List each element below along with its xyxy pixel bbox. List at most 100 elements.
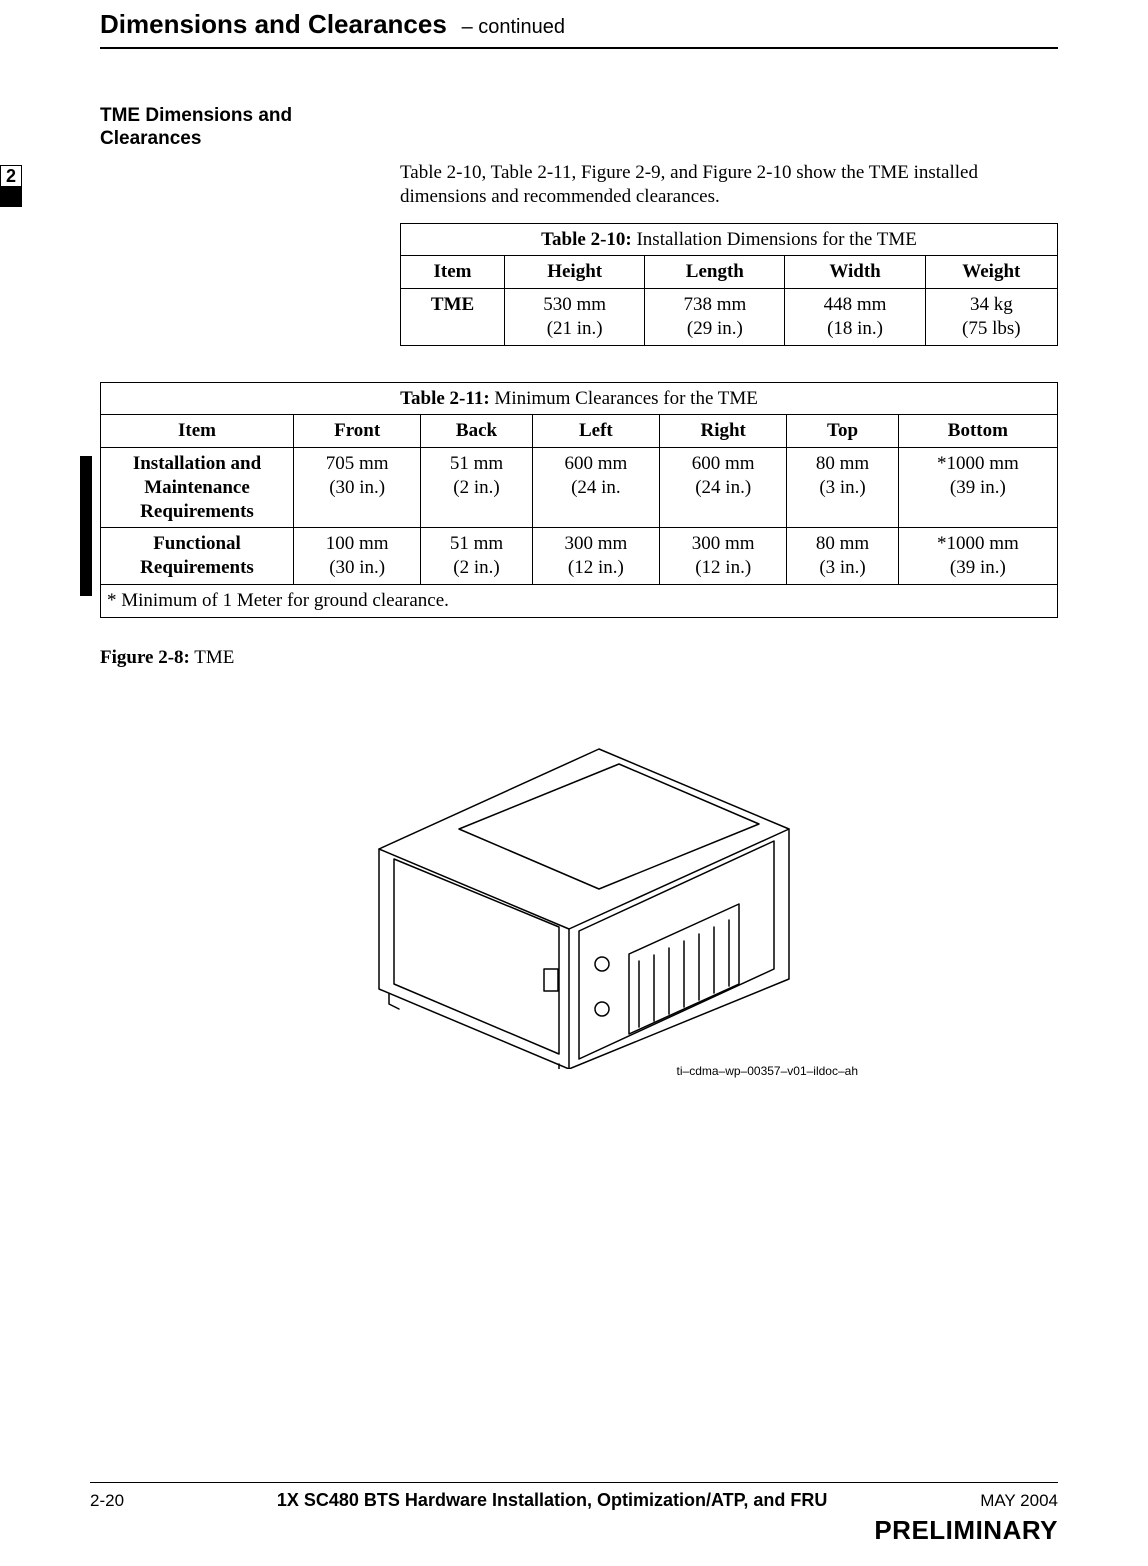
t211-r1-bottom: *1000 mm (39 in.) — [898, 528, 1057, 585]
cell-value: (39 in.) — [950, 557, 1006, 578]
t210-col-weight: Weight — [925, 256, 1057, 289]
t211-col-bottom: Bottom — [898, 415, 1057, 448]
table-2-10-title-bold: Table 2-10: — [541, 229, 632, 250]
figure-reference: ti–cdma–wp–00357–v01–ildoc–ah — [677, 1064, 858, 1079]
footer-doc-title: 1X SC480 BTS Hardware Installation, Opti… — [124, 1489, 980, 1512]
cell-value: Maintenance — [144, 477, 250, 498]
cell-value: Installation and — [133, 453, 261, 474]
cell-value: (39 in.) — [950, 477, 1006, 498]
table-2-11-container: Table 2-11: Minimum Clearances for the T… — [100, 382, 1058, 618]
cell-value: (3 in.) — [819, 477, 865, 498]
cell-value: Requirements — [140, 557, 254, 578]
table-2-10: Table 2-10: Installation Dimensions for … — [400, 223, 1058, 346]
cell-value: (2 in.) — [453, 477, 499, 498]
table-row: * Minimum of 1 Meter for ground clearanc… — [101, 584, 1058, 617]
cell-value: (18 in.) — [827, 318, 883, 339]
t210-col-item: Item — [401, 256, 505, 289]
tme-device-icon — [319, 709, 839, 1069]
intro-paragraph: Table 2-10, Table 2-11, Figure 2-9, and … — [400, 161, 1040, 209]
t211-r0-top: 80 mm (3 in.) — [787, 448, 898, 528]
cell-value: 34 kg — [970, 294, 1013, 315]
t211-col-item: Item — [101, 415, 294, 448]
t211-r1-front: 100 mm (30 in.) — [294, 528, 421, 585]
cell-value: Requirements — [140, 501, 254, 522]
t211-r1-left: 300 mm (12 in.) — [532, 528, 659, 585]
cell-value: (24 in. — [571, 477, 621, 498]
cell-value: (30 in.) — [329, 557, 385, 578]
figure-caption: Figure 2-8: TME — [100, 646, 1058, 670]
t211-col-back: Back — [421, 415, 532, 448]
chapter-tab-number: 2 — [1, 166, 21, 186]
table-2-10-title-rest: Installation Dimensions for the TME — [632, 229, 917, 250]
table-row: Installation and Maintenance Requirement… — [101, 448, 1058, 528]
cell-value: *1000 mm — [937, 453, 1019, 474]
t210-width: 448 mm (18 in.) — [785, 289, 925, 346]
chapter-tab: 2 — [0, 165, 22, 207]
cell-value: (2 in.) — [453, 557, 499, 578]
table-2-11-title-bold: Table 2-11: — [400, 388, 490, 409]
cell-value: 600 mm — [692, 453, 755, 474]
t210-col-height: Height — [505, 256, 645, 289]
cell-value: 600 mm — [564, 453, 627, 474]
t211-r0-item: Installation and Maintenance Requirement… — [101, 448, 294, 528]
t210-col-length: Length — [645, 256, 785, 289]
t210-item: TME — [401, 289, 505, 346]
t211-col-top: Top — [787, 415, 898, 448]
cell-value: 448 mm — [824, 294, 887, 315]
cell-value: (30 in.) — [329, 477, 385, 498]
t210-weight: 34 kg (75 lbs) — [925, 289, 1057, 346]
cell-value: 51 mm — [450, 533, 503, 554]
table-2-10-title: Table 2-10: Installation Dimensions for … — [401, 223, 1058, 256]
t211-r0-front: 705 mm (30 in.) — [294, 448, 421, 528]
t211-footnote: * Minimum of 1 Meter for ground clearanc… — [101, 584, 1058, 617]
t211-r1-right: 300 mm (12 in.) — [660, 528, 787, 585]
cell-value: (12 in.) — [568, 557, 624, 578]
table-2-11-title: Table 2-11: Minimum Clearances for the T… — [101, 382, 1058, 415]
table-row: Functional Requirements 100 mm (30 in.) 5… — [101, 528, 1058, 585]
t211-col-left: Left — [532, 415, 659, 448]
page-footer: 2-20 1X SC480 BTS Hardware Installation,… — [90, 1482, 1058, 1546]
t211-r0-left: 600 mm (24 in. — [532, 448, 659, 528]
footer-page-number: 2-20 — [90, 1490, 124, 1511]
t211-col-right: Right — [660, 415, 787, 448]
cell-value: (29 in.) — [687, 318, 743, 339]
footer-date: MAY 2004 — [980, 1490, 1058, 1511]
figure-caption-bold: Figure 2-8: — [100, 647, 190, 668]
cell-value: 80 mm — [816, 453, 869, 474]
header-continued: – continued — [462, 16, 565, 38]
table-2-11-title-rest: Minimum Clearances for the TME — [490, 388, 758, 409]
cell-value: 80 mm — [816, 533, 869, 554]
table-row: TME 530 mm (21 in.) 738 mm (29 in.) 448 … — [401, 289, 1058, 346]
cell-value: (75 lbs) — [962, 318, 1021, 339]
cell-value: 300 mm — [564, 533, 627, 554]
table-2-10-container: Table 2-10: Installation Dimensions for … — [400, 223, 1058, 346]
t211-r0-right: 600 mm(24 in.) — [660, 448, 787, 528]
cell-value: *1000 mm — [937, 533, 1019, 554]
t210-col-width: Width — [785, 256, 925, 289]
figure-area: ti–cdma–wp–00357–v01–ildoc–ah — [100, 709, 1058, 1139]
footer-preliminary: PRELIMINARY — [90, 1514, 1058, 1547]
header-title: Dimensions and Clearances — [100, 9, 447, 39]
t210-length: 738 mm (29 in.) — [645, 289, 785, 346]
t211-r0-bottom: *1000 mm (39 in.) — [898, 448, 1057, 528]
t211-r1-item: Functional Requirements — [101, 528, 294, 585]
cell-value: (3 in.) — [819, 557, 865, 578]
cell-value: 100 mm — [326, 533, 389, 554]
cell-value: (12 in.) — [695, 557, 751, 578]
section-title: TME Dimensions and Clearances — [100, 104, 370, 152]
figure-caption-rest: TME — [190, 647, 235, 668]
table-2-11: Table 2-11: Minimum Clearances for the T… — [100, 382, 1058, 618]
cell-value: 530 mm — [543, 294, 606, 315]
t211-r0-back: 51 mm (2 in.) — [421, 448, 532, 528]
cell-value: 300 mm — [692, 533, 755, 554]
chapter-tab-fill — [1, 186, 21, 206]
t211-r1-back: 51 mm (2 in.) — [421, 528, 532, 585]
revision-bar — [80, 456, 92, 596]
t210-height: 530 mm (21 in.) — [505, 289, 645, 346]
cell-value: (21 in.) — [547, 318, 603, 339]
cell-value: 705 mm — [326, 453, 389, 474]
cell-value: 51 mm — [450, 453, 503, 474]
cell-value: 738 mm — [683, 294, 746, 315]
cell-value: Functional — [153, 533, 241, 554]
page-header: Dimensions and Clearances – continued — [100, 0, 1058, 49]
